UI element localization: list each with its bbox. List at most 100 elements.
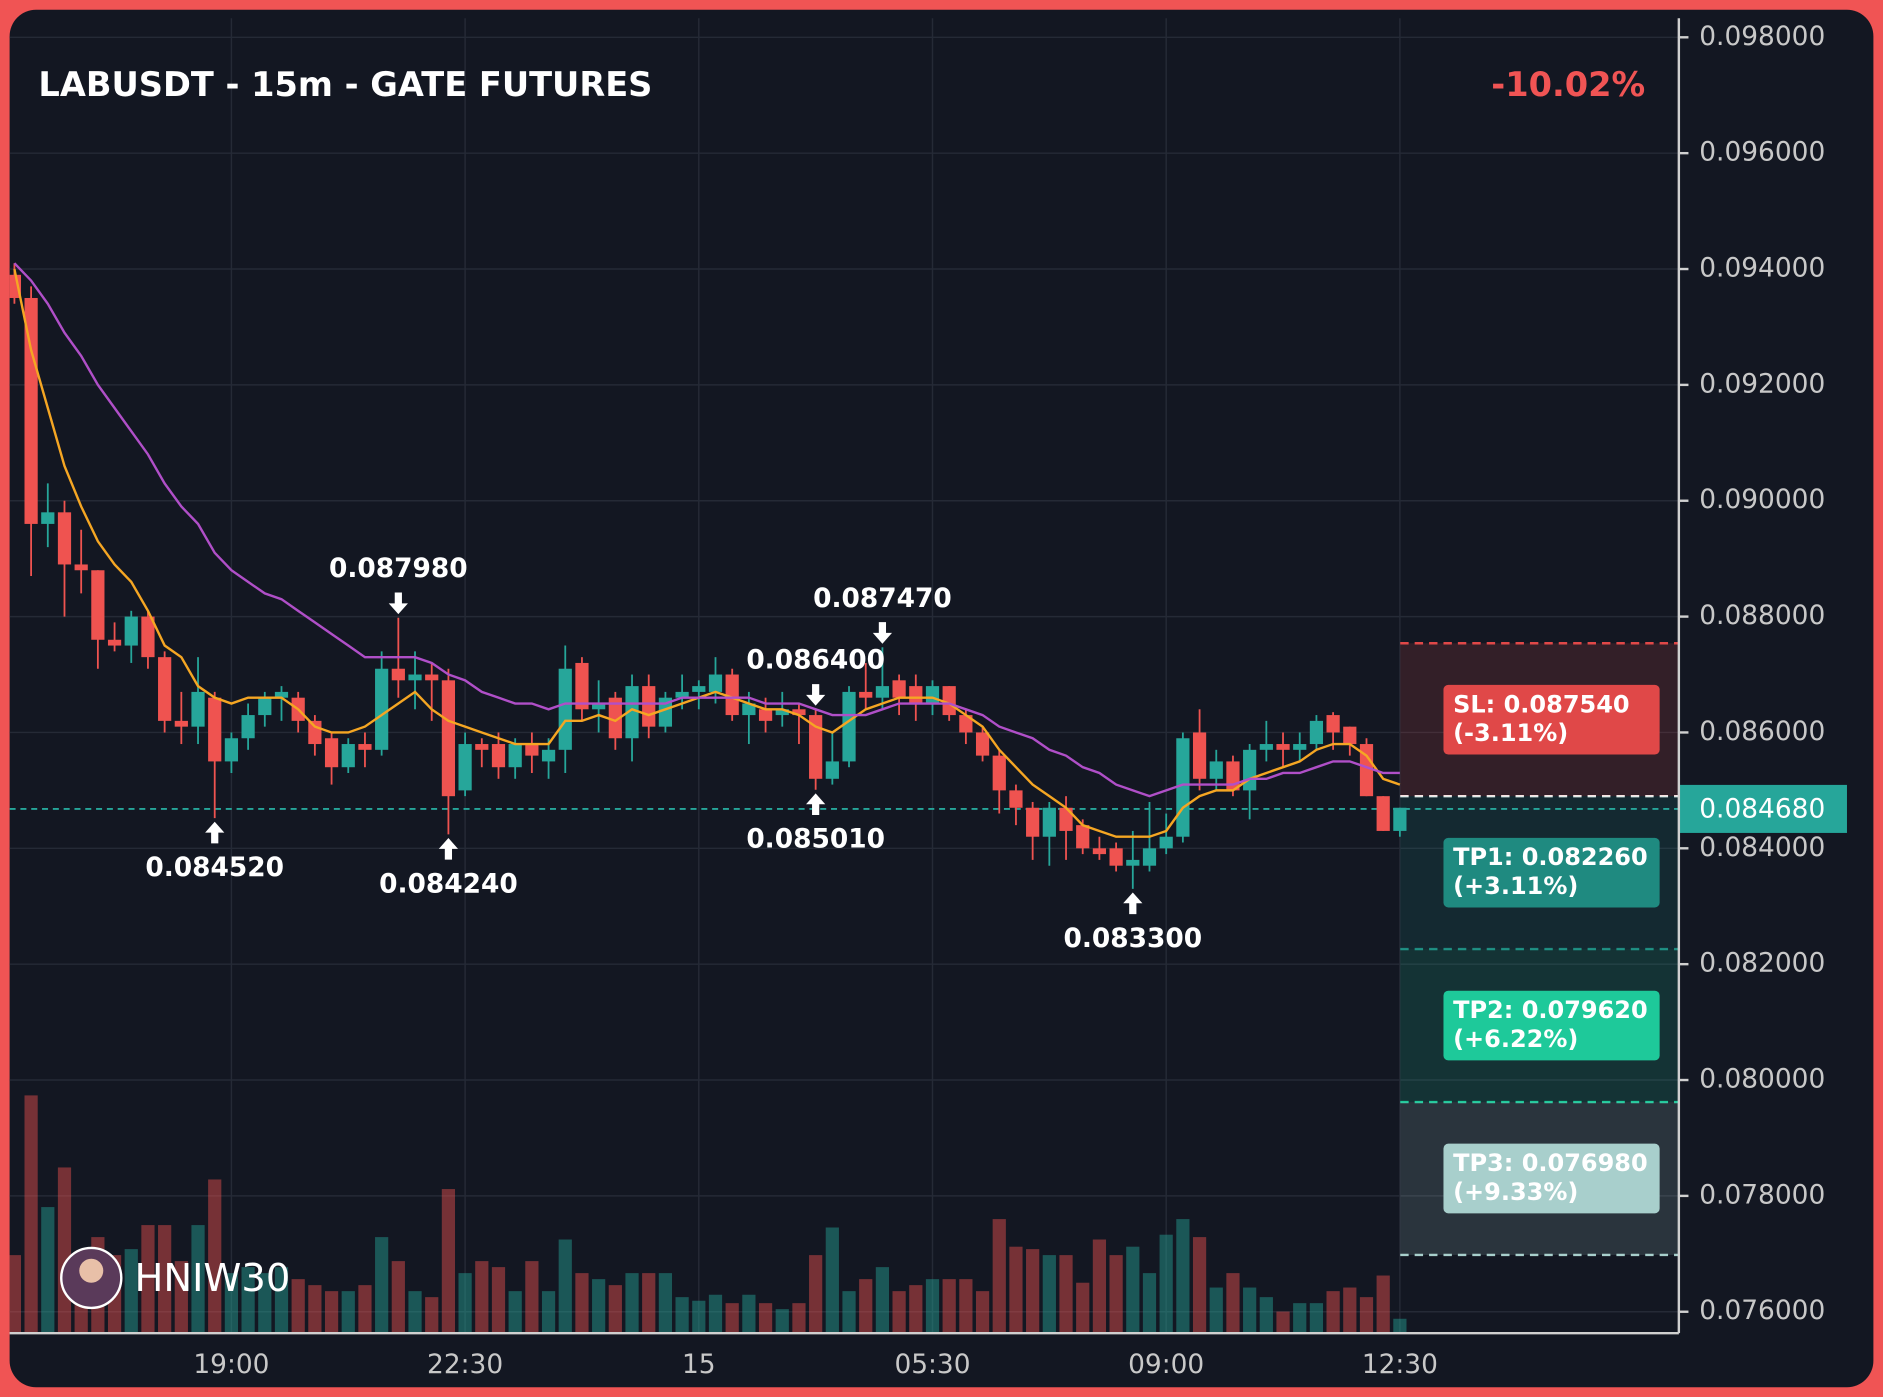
volume-bar — [1309, 1303, 1324, 1334]
volume-bar — [942, 1279, 956, 1334]
candle-body — [742, 703, 756, 716]
level-box — [1443, 990, 1660, 1061]
volume-bar — [992, 1219, 1006, 1334]
volume-bar — [441, 1189, 456, 1334]
candle-body — [992, 755, 1006, 791]
volume-bar — [141, 1225, 155, 1334]
volume-bar — [892, 1291, 906, 1334]
candle-body — [792, 709, 806, 716]
swing-high-label: 0.087470 — [813, 583, 952, 614]
volume-bar — [625, 1273, 639, 1334]
volume-bar — [124, 1249, 138, 1334]
candle-body — [1376, 796, 1390, 831]
volume-bar — [792, 1303, 806, 1334]
volume-bar — [241, 1267, 255, 1334]
swing-low-label: 0.085010 — [746, 824, 885, 855]
volume-bar — [1276, 1311, 1290, 1334]
volume-bar — [208, 1179, 222, 1334]
volume-bar — [1259, 1297, 1273, 1334]
volume-bar — [291, 1279, 305, 1334]
volume-bar — [742, 1294, 756, 1334]
candle-body — [859, 691, 873, 698]
volume-bar — [1226, 1273, 1240, 1334]
candle-body — [1259, 744, 1273, 750]
volume-bar — [174, 1261, 188, 1334]
candle-body — [575, 662, 589, 710]
candle-body — [1059, 807, 1073, 831]
volume-bar — [1376, 1275, 1390, 1334]
candle-body — [191, 691, 205, 727]
volume-bar — [224, 1273, 239, 1334]
grid — [9, 18, 1679, 1334]
candle-body — [842, 691, 856, 762]
y-tick-label: 0.078000 — [1699, 1179, 1825, 1210]
candle-body — [208, 697, 222, 762]
panel — [9, 9, 1874, 1388]
x-tick-label: 12:30 — [1362, 1349, 1438, 1380]
volume-bar — [57, 1167, 72, 1334]
candle-body — [425, 674, 439, 681]
candle-body — [358, 744, 372, 750]
volume-bar — [1293, 1303, 1307, 1334]
volume-bar — [1393, 1318, 1407, 1334]
volume-bar — [975, 1291, 990, 1334]
volume-bar — [959, 1279, 973, 1334]
y-tick-label: 0.088000 — [1699, 600, 1825, 631]
candle-body — [41, 512, 55, 524]
avatar-face — [79, 1258, 104, 1283]
candle-body — [57, 512, 72, 565]
swing-low-label: 0.084520 — [145, 852, 284, 883]
plot-area — [9, 262, 1679, 1334]
candle-body — [74, 564, 88, 571]
candle-body — [608, 697, 622, 739]
x-tick-label: 22:30 — [427, 1349, 503, 1380]
volume-bar — [9, 1255, 22, 1334]
volume-bar — [1059, 1255, 1073, 1334]
level-label: TP3: 0.076980 — [1453, 1149, 1648, 1177]
candle-body — [541, 749, 556, 762]
volume-bar — [1159, 1234, 1173, 1334]
volume-bar — [1209, 1287, 1223, 1334]
level-box — [1443, 684, 1660, 755]
ma-line — [13, 268, 1401, 838]
volume-bar — [41, 1207, 55, 1334]
volume-bar — [592, 1279, 606, 1334]
swing-high-label: 0.087980 — [329, 553, 468, 584]
volume-bar — [1359, 1297, 1374, 1334]
candle-body — [625, 686, 639, 739]
swing-low-arrow — [806, 793, 826, 816]
level-pct: (+6.22%) — [1453, 1025, 1578, 1053]
volume-bar — [1326, 1291, 1340, 1334]
volume-bar — [491, 1267, 506, 1334]
volume-bar — [725, 1303, 739, 1334]
volume-bar — [458, 1273, 472, 1334]
current-price-tag — [1678, 784, 1847, 833]
volume-bar — [375, 1237, 389, 1334]
volume-bar — [191, 1225, 205, 1334]
volume-bar — [274, 1267, 289, 1334]
volume-bar — [1126, 1246, 1140, 1334]
volume-bar — [508, 1291, 522, 1334]
candle-body — [558, 668, 572, 750]
candle-body — [491, 744, 506, 768]
candle-body — [391, 668, 405, 681]
candle-body — [1343, 726, 1357, 745]
candle-body — [508, 744, 522, 768]
x-tick-label: 09:00 — [1128, 1349, 1204, 1380]
candle-body — [925, 686, 940, 704]
volume-bar — [1076, 1282, 1090, 1334]
x-tick-label: 05:30 — [894, 1349, 970, 1380]
volume-bar — [825, 1227, 839, 1334]
volume-bar — [675, 1297, 689, 1334]
volume-bar — [1142, 1273, 1157, 1334]
volume-bar — [658, 1273, 673, 1334]
current-price-label: 0.084680 — [1699, 794, 1825, 825]
candle-body — [1393, 807, 1407, 831]
candle-body — [1192, 732, 1207, 779]
volume-bar — [1176, 1219, 1190, 1334]
candle-body — [158, 657, 172, 721]
level-box — [1443, 837, 1660, 908]
level-label: SL: 0.087540 — [1453, 690, 1630, 718]
candle-body — [274, 691, 289, 698]
volume-bar — [909, 1285, 923, 1334]
